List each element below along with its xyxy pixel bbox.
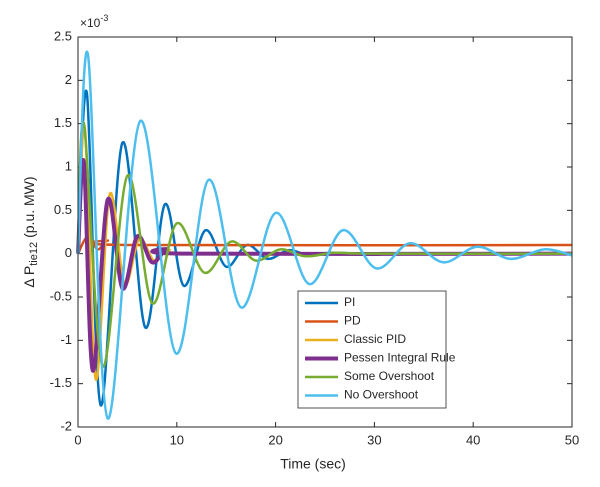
legend-label: Pessen Integral Rule: [344, 351, 456, 365]
multiplier-base: ×10: [80, 16, 101, 30]
series-line: [76, 158, 573, 373]
x-tick-label: 40: [466, 432, 480, 447]
y-tick-label: 1.5: [54, 115, 72, 130]
y-tick-label: 2: [65, 72, 72, 87]
y-axis-label: Δ Ptie12 (p.u. MW): [21, 176, 40, 287]
y-multiplier: ×10-3: [80, 13, 108, 30]
x-tick-label: 0: [74, 432, 81, 447]
y-label-unit: (p.u. MW): [21, 176, 37, 237]
legend-box: [297, 290, 447, 409]
x-tick-label: 10: [170, 432, 184, 447]
y-tick-label: 0.5: [54, 202, 72, 217]
legend-label: No Overshoot: [344, 388, 419, 402]
y-tick-label: -1.5: [50, 375, 72, 390]
y-tick-label: -2: [60, 418, 72, 433]
plot-frame: [77, 36, 573, 428]
x-tick-label: 20: [268, 432, 282, 447]
legend-label: PD: [344, 314, 361, 328]
legend-label: PI: [344, 295, 355, 309]
x-tick-label: 30: [367, 432, 381, 447]
y-label-sub: tie12: [28, 242, 40, 266]
y-tick-label: 1: [65, 158, 72, 173]
y-tick-label: 2.5: [54, 28, 72, 43]
y-tick-label: -1: [60, 332, 72, 347]
series-line: [76, 120, 573, 368]
series-line: [76, 50, 573, 420]
multiplier-exponent: -3: [100, 13, 108, 23]
y-tick-label: 0: [65, 245, 72, 260]
y-tick-label: -0.5: [50, 288, 72, 303]
legend-label: Classic PID: [344, 332, 406, 346]
x-tick-label: 50: [565, 432, 579, 447]
y-label-main: Δ P: [21, 266, 37, 288]
legend-label: Some Overshoot: [344, 369, 435, 383]
x-axis-label: Time (sec): [280, 456, 346, 472]
